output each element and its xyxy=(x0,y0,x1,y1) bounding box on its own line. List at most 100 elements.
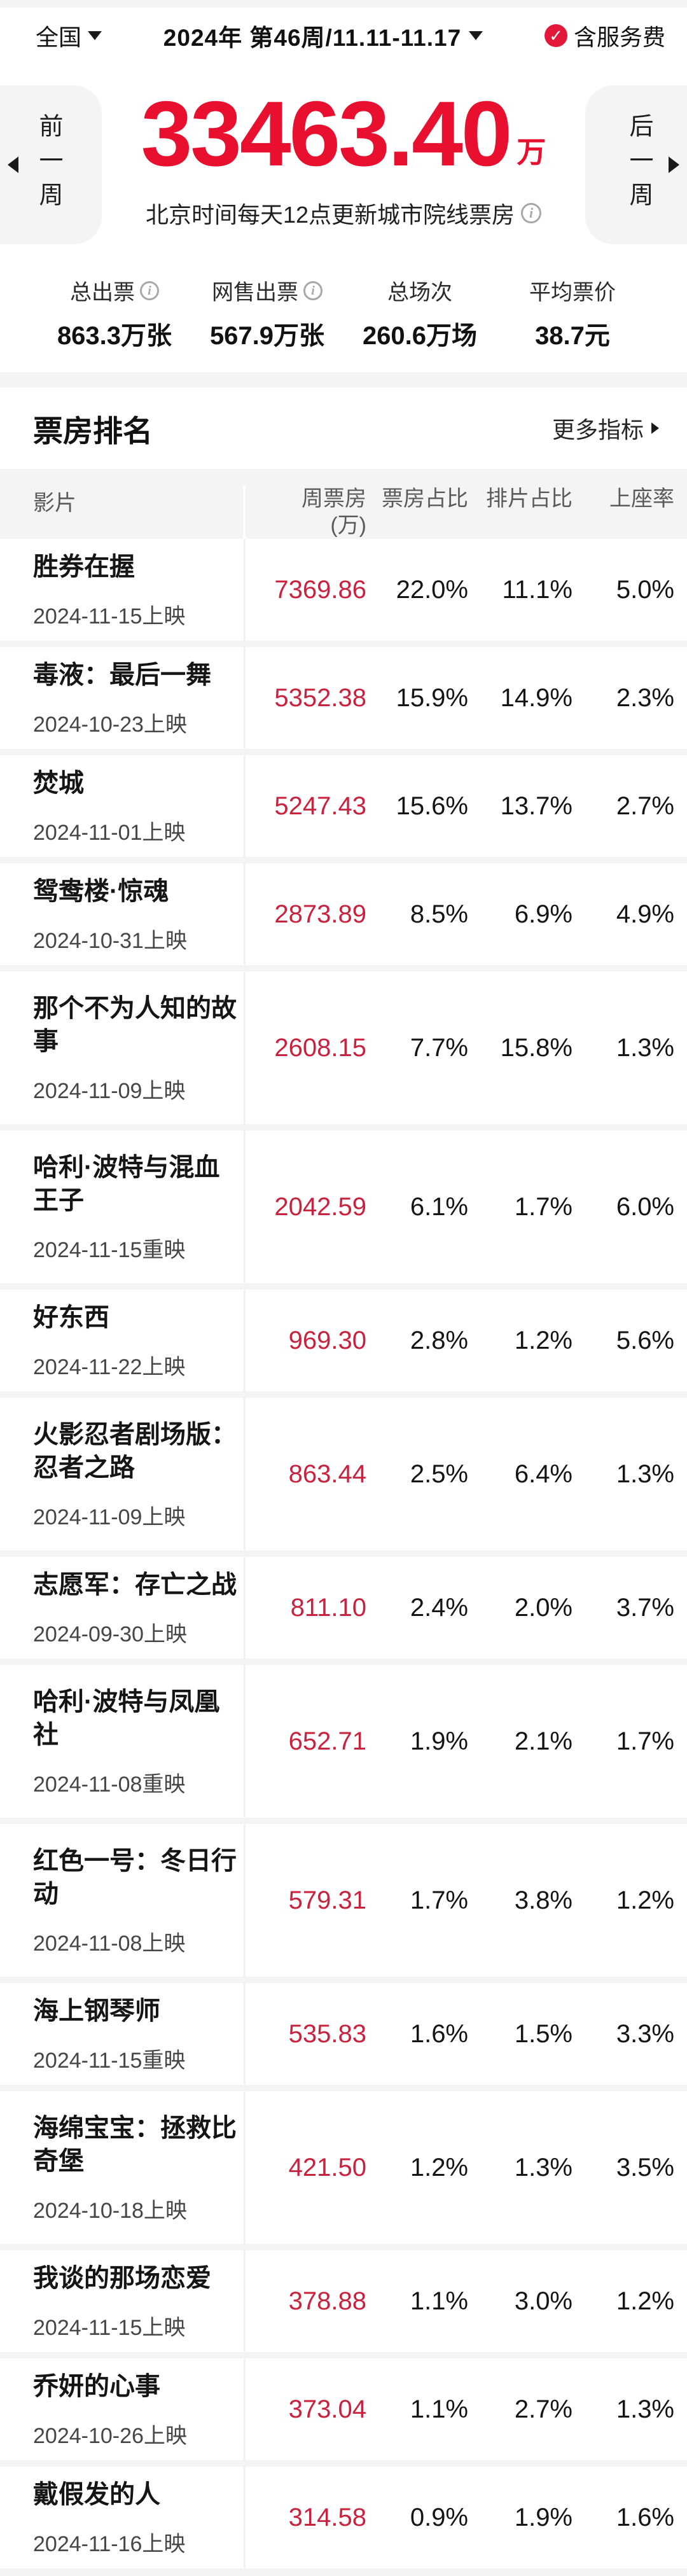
table-row[interactable]: 志愿军：存亡之战 2024-09-30上映 811.10 2.4% 2.0% 3… xyxy=(0,1557,687,1659)
film-release-date: 2024-11-15重映 xyxy=(33,1237,186,1262)
attendance-value: 1.3% xyxy=(616,1459,674,1488)
table-row[interactable]: 毒液：最后一舞 2024-10-23上映 5352.38 15.9% 14.9%… xyxy=(0,647,687,749)
col-header-week-box-line1: 周票房 xyxy=(302,487,366,511)
film-release-date: 2024-11-09上映 xyxy=(33,1078,186,1103)
arrow-right-icon xyxy=(669,157,679,173)
box-share-value: 8.5% xyxy=(410,900,468,928)
screen-share-value: 1.3% xyxy=(514,2153,572,2182)
table-row[interactable]: 海绵宝宝：拯救比奇堡 2024-10-18上映 421.50 1.2% 1.3%… xyxy=(0,2091,687,2244)
film-title: 哈利·波特与凤凰社 xyxy=(33,1687,220,1749)
col-header-week-box: 周票房 (万) xyxy=(246,485,366,539)
screen-share-value: 2.7% xyxy=(514,2395,572,2423)
col-header-screen-share: 排片占比 xyxy=(486,487,572,511)
box-share-value: 0.9% xyxy=(410,2503,468,2531)
screen-share-value: 14.9% xyxy=(500,683,572,712)
stat-item: 网售出票 i 567.9万张 xyxy=(191,275,344,352)
stat-label: 总出票 xyxy=(70,281,135,305)
week-box-value: 863.44 xyxy=(288,1459,366,1488)
table-row[interactable]: 好东西 2024-11-22上映 969.30 2.8% 1.2% 5.6% xyxy=(0,1290,687,1391)
week-box-value: 579.31 xyxy=(288,1886,366,1914)
period-selector[interactable]: 2024年 第46周/11.11-11.17 xyxy=(102,18,545,53)
week-box-value: 2608.15 xyxy=(274,1033,366,1062)
stat-item: 总出票 i 863.3万张 xyxy=(38,275,191,352)
row-divider xyxy=(0,1659,687,1665)
next-week-button[interactable]: 后一周 xyxy=(585,85,687,244)
week-box-value: 652.71 xyxy=(288,1727,366,1755)
film-cell: 毒液：最后一舞 2024-10-23上映 xyxy=(33,647,246,749)
row-divider xyxy=(0,641,687,647)
box-share-value: 6.1% xyxy=(410,1192,468,1221)
table-row[interactable]: 火影忍者剧场版：忍者之路 2024-11-09上映 863.44 2.5% 6.… xyxy=(0,1398,687,1550)
film-release-date: 2024-10-31上映 xyxy=(33,928,187,953)
ranking-header: 票房排名 更多指标 xyxy=(0,387,687,469)
table-row[interactable]: 那个不为人知的故事 2024-11-09上映 2608.15 7.7% 15.8… xyxy=(0,971,687,1124)
film-release-date: 2024-10-18上映 xyxy=(33,2198,187,2223)
info-icon[interactable]: i xyxy=(303,281,323,300)
film-cell: 胜券在握 2024-11-15上映 xyxy=(33,539,246,641)
chevron-down-icon xyxy=(469,31,483,40)
box-share-value: 2.4% xyxy=(410,1593,468,1622)
table-row[interactable]: 红色一号：冬日行动 2024-11-08上映 579.31 1.7% 3.8% … xyxy=(0,1824,687,1977)
film-title: 戴假发的人 xyxy=(33,2480,160,2509)
screen-share-value: 3.8% xyxy=(514,1886,572,1914)
table-header-row: 影片 周票房 (万) 票房占比 排片占比 上座率 xyxy=(0,469,687,539)
info-icon[interactable]: i xyxy=(521,203,542,223)
table-row[interactable]: 戴假发的人 2024-11-16上映 314.58 0.9% 1.9% 1.6% xyxy=(0,2467,687,2568)
film-title: 好东西 xyxy=(33,1303,109,1332)
film-cell: 海上钢琴师 2024-11-15重映 xyxy=(33,1983,246,2085)
table-row[interactable]: 鸳鸯楼·惊魂 2024-10-31上映 2873.89 8.5% 6.9% 4.… xyxy=(0,863,687,965)
film-title: 毒液：最后一舞 xyxy=(33,660,211,689)
table-row[interactable]: 乔妍的心事 2024-10-26上映 373.04 1.1% 2.7% 1.3% xyxy=(0,2358,687,2460)
screen-share-value: 15.8% xyxy=(500,1033,572,1062)
box-share-value: 1.1% xyxy=(410,2287,468,2315)
region-selector[interactable]: 全国 xyxy=(36,19,102,52)
film-cell: 鸳鸯楼·惊魂 2024-10-31上映 xyxy=(33,863,246,965)
screen-share-value: 2.0% xyxy=(514,1593,572,1622)
table-row[interactable]: 焚城 2024-11-01上映 5247.43 15.6% 13.7% 2.7% xyxy=(0,755,687,857)
screen-share-value: 2.1% xyxy=(514,1727,572,1755)
screen-share-value: 6.9% xyxy=(514,900,572,928)
period-label: 2024年 第46周/11.11-11.17 xyxy=(163,25,462,51)
table-row[interactable]: 海上钢琴师 2024-11-15重映 535.83 1.6% 1.5% 3.3% xyxy=(0,1983,687,2085)
table-row[interactable]: 哈利·波特与混血王子 2024-11-15重映 2042.59 6.1% 1.7… xyxy=(0,1131,687,1283)
row-divider xyxy=(0,2244,687,2250)
service-fee-toggle[interactable]: ✓ 含服务费 xyxy=(544,19,665,52)
week-box-value: 969.30 xyxy=(288,1326,366,1354)
chevron-down-icon xyxy=(88,31,102,40)
next-week-label: 后一周 xyxy=(625,113,652,216)
film-cell: 哈利·波特与凤凰社 2024-11-08重映 xyxy=(33,1665,246,1818)
attendance-value: 1.2% xyxy=(616,2287,674,2315)
table-row[interactable]: 我谈的那场恋爱 2024-11-15上映 378.88 1.1% 3.0% 1.… xyxy=(0,2250,687,2352)
film-release-date: 2024-11-08重映 xyxy=(33,1772,186,1797)
prev-week-button[interactable]: 前一周 xyxy=(0,85,102,244)
week-box-value: 378.88 xyxy=(288,2287,366,2315)
arrow-left-icon xyxy=(8,157,18,173)
more-metrics-link[interactable]: 更多指标 xyxy=(552,412,659,445)
update-note: 北京时间每天12点更新城市院线票房 xyxy=(145,202,515,228)
row-divider xyxy=(0,749,687,755)
info-icon[interactable]: i xyxy=(140,281,159,300)
stat-value: 863.3万张 xyxy=(57,322,172,350)
row-divider xyxy=(0,2460,687,2467)
box-share-value: 7.7% xyxy=(410,1033,468,1062)
film-release-date: 2024-11-15上映 xyxy=(33,604,186,629)
stat-value: 260.6万场 xyxy=(362,322,478,350)
attendance-value: 4.9% xyxy=(616,900,674,928)
film-title: 海绵宝宝：拯救比奇堡 xyxy=(33,2113,237,2175)
top-bar: 全国 2024年 第46周/11.11-11.17 ✓ 含服务费 xyxy=(0,8,687,64)
film-cell: 那个不为人知的故事 2024-11-09上映 xyxy=(33,971,246,1124)
row-divider xyxy=(0,1124,687,1131)
row-divider xyxy=(0,2085,687,2091)
table-row[interactable]: 胜券在握 2024-11-15上映 7369.86 22.0% 11.1% 5.… xyxy=(0,539,687,641)
film-cell: 海绵宝宝：拯救比奇堡 2024-10-18上映 xyxy=(33,2091,246,2244)
total-box-office-unit: 万 xyxy=(517,136,546,169)
film-title: 我谈的那场恋爱 xyxy=(33,2264,211,2292)
week-box-value: 2042.59 xyxy=(274,1192,366,1221)
film-release-date: 2024-11-01上映 xyxy=(33,820,186,845)
film-title: 乔妍的心事 xyxy=(33,2372,160,2400)
attendance-value: 1.2% xyxy=(616,1886,674,1914)
table-row[interactable]: 哈利·波特与凤凰社 2024-11-08重映 652.71 1.9% 2.1% … xyxy=(0,1665,687,1818)
attendance-value: 1.3% xyxy=(616,2395,674,2423)
screen-share-value: 1.2% xyxy=(514,1326,572,1354)
film-cell: 火影忍者剧场版：忍者之路 2024-11-09上映 xyxy=(33,1398,246,1550)
